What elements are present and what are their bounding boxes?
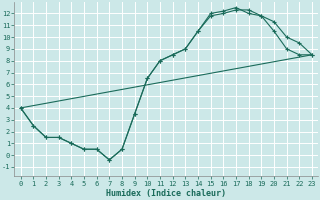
X-axis label: Humidex (Indice chaleur): Humidex (Indice chaleur) <box>106 189 226 198</box>
